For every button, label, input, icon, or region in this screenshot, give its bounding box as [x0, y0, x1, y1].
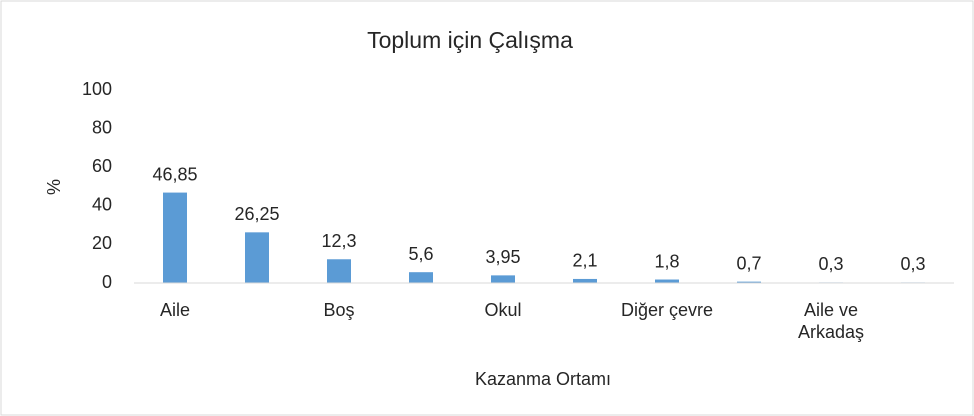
- data-label: 2,1: [572, 251, 597, 271]
- bar: [655, 279, 679, 283]
- chart-title: Toplum için Çalışma: [367, 27, 573, 53]
- data-label: 26,25: [234, 204, 279, 224]
- data-label: 12,3: [321, 231, 356, 251]
- bar: [245, 232, 269, 283]
- y-tick-label: 80: [92, 117, 112, 137]
- data-label: 0,3: [818, 254, 843, 274]
- x-tick-label: Okul: [484, 300, 522, 320]
- x-tick-label: Boş: [323, 300, 355, 320]
- data-label: 1,8: [654, 251, 679, 271]
- y-tick-label: 100: [82, 79, 112, 99]
- bar: [573, 278, 597, 283]
- x-tick-label: Aile ve Arkadaş: [797, 300, 865, 342]
- data-label: 0,3: [900, 254, 925, 274]
- y-tick-label: 0: [102, 272, 112, 292]
- y-tick-label: 60: [92, 156, 112, 176]
- data-label: 5,6: [408, 244, 433, 264]
- x-tick-label: Aile: [159, 300, 190, 320]
- bar: [327, 259, 351, 283]
- bar: [409, 272, 433, 283]
- data-label: 0,7: [736, 253, 761, 273]
- x-tick-label: Diğer çevre: [620, 300, 714, 320]
- data-label: 3,95: [485, 247, 520, 267]
- y-axis-title: %: [44, 179, 64, 195]
- bar: [737, 281, 761, 283]
- y-tick-label: 20: [92, 233, 112, 253]
- x-axis-title: Kazanma Ortamı: [475, 369, 611, 389]
- data-label: 46,85: [152, 164, 197, 184]
- bar: [163, 192, 187, 283]
- bar: [491, 275, 515, 283]
- y-tick-label: 40: [92, 195, 112, 215]
